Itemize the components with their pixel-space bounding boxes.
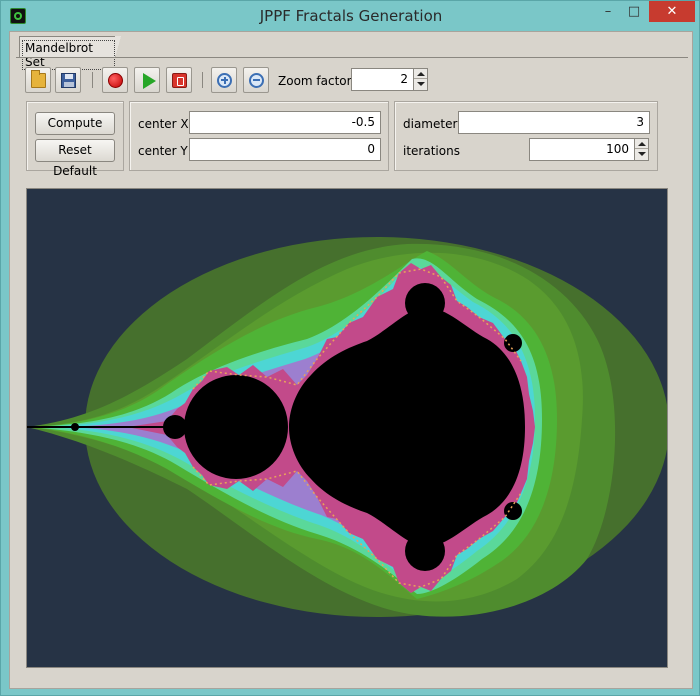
boundary-detail	[192, 466, 522, 588]
center-y-label: center Y	[138, 144, 188, 158]
window-title: JPPF Fractals Generation	[259, 7, 443, 25]
minimize-button[interactable]: –	[604, 4, 612, 19]
zoom-in-button[interactable]	[211, 67, 237, 93]
spinner-down-button[interactable]	[635, 149, 648, 159]
save-icon	[61, 73, 76, 88]
chevron-down-icon	[638, 152, 646, 156]
chevron-up-icon	[638, 142, 646, 146]
record-icon	[108, 73, 123, 88]
reset-default-button[interactable]: Reset Default	[35, 139, 115, 178]
parameters-group: diameter 3 iterations 100	[394, 101, 658, 171]
maximize-button[interactable]: □	[627, 4, 641, 19]
chevron-down-icon	[417, 82, 425, 86]
center-x-input[interactable]: -0.5	[189, 111, 381, 134]
actions-group: Compute Reset Default	[26, 101, 124, 178]
client-area: Mandelbrot Set Zoom factor 2	[9, 31, 693, 689]
small-bulb	[504, 334, 522, 352]
main-cardioid	[289, 307, 525, 547]
open-button[interactable]	[25, 67, 51, 93]
toolbar-separator	[202, 72, 203, 88]
zoom-factor-label: Zoom factor	[278, 74, 352, 88]
top-bulb	[405, 283, 445, 323]
title-bar[interactable]: JPPF Fractals Generation – □ ✕	[1, 1, 700, 31]
zoom-factor-spinner[interactable]	[413, 68, 428, 91]
compute-button[interactable]: Compute	[35, 112, 115, 135]
small-bulb	[504, 502, 522, 520]
tab-mandelbrot-set[interactable]: Mandelbrot Set	[19, 36, 121, 70]
diameter-input[interactable]: 3	[458, 111, 650, 134]
boundary-detail	[192, 268, 522, 390]
zoom-out-button[interactable]	[243, 67, 269, 93]
spinner-up-button[interactable]	[635, 139, 648, 149]
chevron-up-icon	[417, 72, 425, 76]
center-y-input[interactable]: 0	[189, 138, 381, 161]
folder-icon	[31, 70, 46, 88]
fractal-image[interactable]	[26, 188, 668, 668]
iterations-input[interactable]: 100	[529, 138, 635, 161]
iterations-spinner[interactable]	[634, 138, 649, 161]
iterations-label: iterations	[403, 144, 460, 158]
close-button[interactable]: ✕	[649, 1, 695, 22]
center-x-label: center X	[138, 117, 189, 131]
save-button[interactable]	[55, 67, 81, 93]
spinner-down-button[interactable]	[414, 79, 427, 89]
toolbar-separator	[92, 72, 93, 88]
zoom-in-icon	[217, 73, 232, 88]
bottom-bulb	[405, 531, 445, 571]
record-button[interactable]	[102, 67, 128, 93]
tab-panel	[16, 57, 688, 683]
period-two-bulb	[184, 375, 288, 479]
diameter-label: diameter	[403, 117, 458, 131]
app-logo-icon	[10, 8, 26, 24]
play-button[interactable]	[134, 67, 160, 93]
zoom-factor-input[interactable]: 2	[351, 68, 414, 91]
zoom-out-icon	[249, 73, 264, 88]
stop-button[interactable]	[166, 67, 192, 93]
play-icon	[143, 73, 156, 89]
stop-icon	[172, 73, 187, 88]
mandelbrot-set-render[interactable]	[27, 189, 667, 667]
center-group: center X -0.5 center Y 0	[129, 101, 389, 171]
spinner-up-button[interactable]	[414, 69, 427, 79]
